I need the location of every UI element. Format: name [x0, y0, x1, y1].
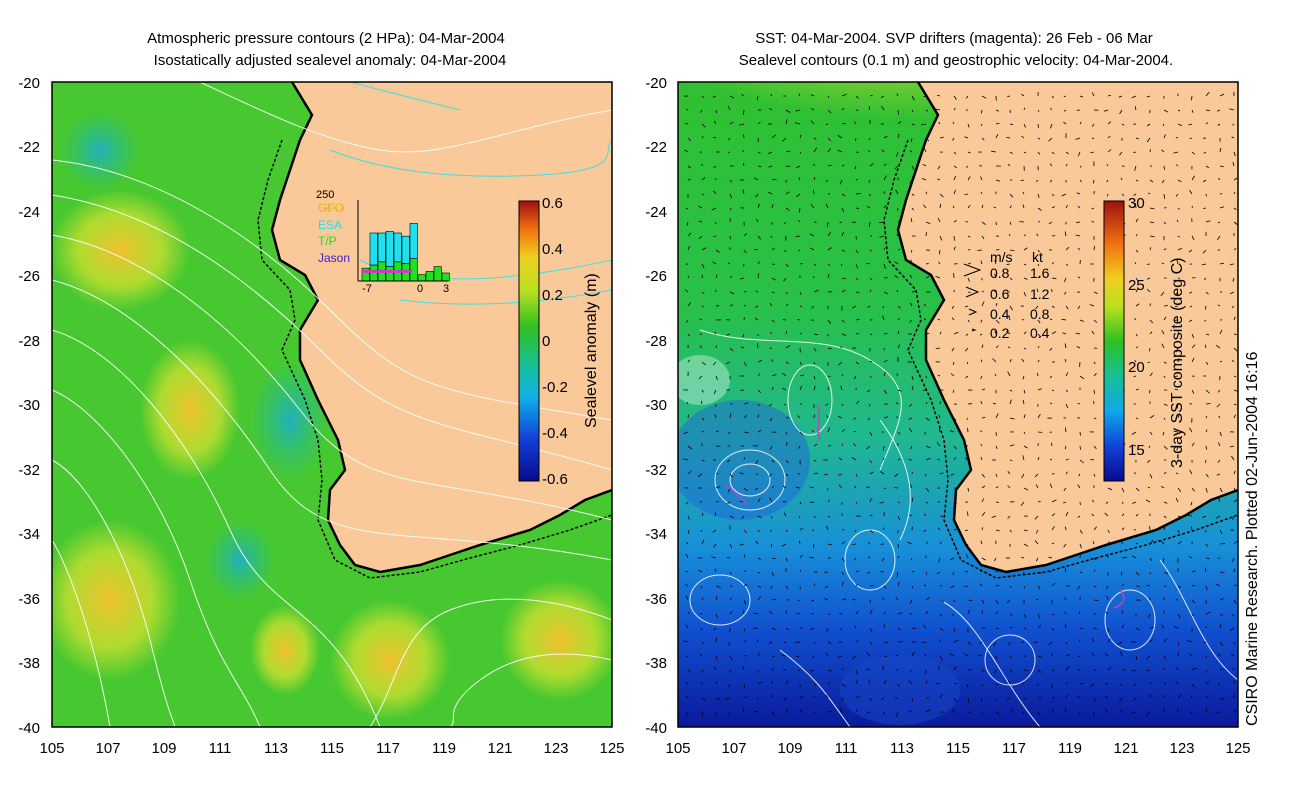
svg-text:119: 119	[432, 740, 456, 757]
svg-text:-34: -34	[18, 526, 40, 543]
svg-text:-40: -40	[645, 720, 667, 737]
inset-legend-ers: ERS	[318, 201, 343, 215]
svg-text:107: 107	[95, 740, 120, 757]
right-map: SST: 04-Mar-2004. SVP drifters (magenta)…	[550, 0, 1251, 757]
inset-bar-TP--4	[386, 267, 393, 281]
left-cbar-tick-3: 0	[542, 333, 550, 350]
left-cbar-tick-6: -0.6	[542, 471, 568, 488]
svg-text:-22: -22	[645, 139, 667, 156]
svg-text:-34: -34	[645, 526, 667, 543]
inset-xtick-2: 3	[443, 283, 449, 295]
svg-text:125: 125	[599, 740, 624, 757]
right-x-ticks: 105 107 109 111 113 115 117 119 121 123 125	[665, 740, 1250, 757]
left-title-line2: Isostatically adjusted sealevel anomaly:…	[154, 52, 507, 69]
svg-text:-36: -36	[645, 591, 667, 608]
right-title-line2: Sealevel contours (0.1 m) and geostrophi…	[739, 52, 1173, 69]
velocity-legend-kt-3: 0.4	[1030, 325, 1050, 341]
left-cbar-label: Sealevel anomaly (m)	[583, 273, 600, 428]
right-cbar-tick-2: 20	[1128, 359, 1145, 376]
right-cbar-tick-3: 15	[1128, 442, 1145, 459]
svg-text:-28: -28	[645, 333, 667, 350]
inset-bar-ESA--2	[402, 236, 409, 263]
svg-text:125: 125	[1225, 740, 1250, 757]
left-map: Atmospheric pressure contours (2 HPa): 0…	[18, 30, 624, 757]
svg-text:111: 111	[209, 740, 232, 757]
velocity-legend-header-ms: m/s	[990, 249, 1013, 265]
svg-text:-26: -26	[18, 268, 40, 285]
inset-ymax-label: 250	[316, 189, 334, 201]
velocity-legend-kt-0: 1.6	[1030, 265, 1050, 281]
velocity-legend-ms-0: 0.8	[990, 265, 1010, 281]
svg-text:-26: -26	[645, 268, 667, 285]
left-cbar-tick-4: -0.2	[542, 379, 568, 396]
svg-text:109: 109	[777, 740, 802, 757]
svg-text:-24: -24	[645, 204, 667, 221]
inset-legend-jason: Jason	[318, 251, 350, 265]
inset-bar-TP-0	[418, 275, 425, 281]
svg-text:-24: -24	[18, 204, 40, 221]
svg-text:-40: -40	[18, 720, 40, 737]
inset-legend-tp: T/P	[318, 234, 337, 248]
left-cbar-tick-2: 0.2	[542, 287, 563, 304]
svg-text:111: 111	[835, 740, 858, 757]
inset-bar-TP--1	[410, 259, 417, 281]
svg-text:121: 121	[1113, 740, 1138, 757]
velocity-legend-header-kt: kt	[1032, 249, 1043, 265]
inset-xtick-1: 0	[417, 283, 423, 295]
svg-text:105: 105	[665, 740, 690, 757]
svg-text:-20: -20	[645, 75, 667, 92]
velocity-legend-ms-3: 0.2	[990, 325, 1010, 341]
svg-text:-32: -32	[645, 462, 667, 479]
svg-text:-38: -38	[645, 655, 667, 672]
svg-text:-28: -28	[18, 333, 40, 350]
svg-text:-32: -32	[18, 462, 40, 479]
left-title-line1: Atmospheric pressure contours (2 HPa): 0…	[147, 30, 505, 47]
inset-bar-ESA--5	[378, 233, 385, 262]
inset-bar-ESA--6	[370, 233, 377, 265]
inset-bar-TP-3	[442, 273, 449, 281]
svg-text:-22: -22	[18, 139, 40, 156]
right-cbar-tick-0: 30	[1128, 195, 1145, 212]
velocity-legend-kt-1: 1.2	[1030, 286, 1050, 302]
inset-bar-TP-1	[426, 271, 433, 281]
right-cbar-label: 3-day SST composite (deg C)	[1169, 258, 1186, 468]
svg-text:105: 105	[39, 740, 64, 757]
svg-text:-20: -20	[18, 75, 40, 92]
svg-text:107: 107	[721, 740, 746, 757]
inset-bar-ESA--4	[386, 231, 393, 266]
inset-legend-esa: ESA	[318, 218, 342, 232]
svg-text:-30: -30	[18, 397, 40, 414]
side-note: CSIRO Marine Research. Plotted 02-Jun-20…	[1244, 351, 1261, 726]
inset-bar-ESA--1	[410, 223, 417, 258]
svg-text:-30: -30	[645, 397, 667, 414]
svg-text:113: 113	[264, 740, 288, 757]
inset-bar-ESA--3	[394, 233, 401, 262]
inset-bar-TP-2	[434, 267, 441, 281]
velocity-legend-ms-2: 0.4	[990, 306, 1010, 322]
right-y-ticks: -20 -22 -24 -26 -28 -30 -32 -34 -36 -38 -40	[645, 75, 667, 737]
svg-text:-38: -38	[18, 655, 40, 672]
inset-xtick-0: -7	[362, 283, 372, 295]
left-cbar-tick-0: 0.6	[542, 195, 563, 212]
svg-text:-36: -36	[18, 591, 40, 608]
velocity-legend-kt-2: 0.8	[1030, 306, 1050, 322]
left-cbar-tick-1: 0.4	[542, 241, 563, 258]
svg-text:113: 113	[890, 740, 914, 757]
svg-text:121: 121	[487, 740, 512, 757]
svg-text:119: 119	[1058, 740, 1082, 757]
svg-text:117: 117	[1002, 740, 1026, 757]
svg-text:115: 115	[946, 740, 970, 757]
svg-text:115: 115	[320, 740, 344, 757]
left-x-ticks: 105 107 109 111 113 115 117 119 121 123 125	[39, 740, 624, 757]
svg-text:117: 117	[376, 740, 400, 757]
left-cbar-tick-5: -0.4	[542, 425, 568, 442]
left-y-ticks: -20 -22 -24 -26 -28 -30 -32 -34 -36 -38 -40	[18, 75, 40, 737]
svg-text:109: 109	[151, 740, 176, 757]
right-title-line1: SST: 04-Mar-2004. SVP drifters (magenta)…	[755, 30, 1152, 47]
svg-text:123: 123	[543, 740, 568, 757]
right-cbar-tick-1: 25	[1128, 277, 1145, 294]
velocity-legend-ms-1: 0.6	[990, 286, 1010, 302]
svg-text:123: 123	[1169, 740, 1194, 757]
